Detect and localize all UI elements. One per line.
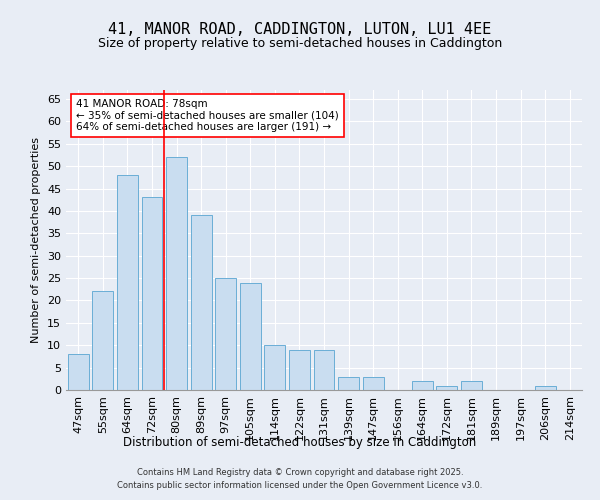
Bar bbox=[92, 292, 113, 390]
Y-axis label: Number of semi-detached properties: Number of semi-detached properties bbox=[31, 137, 41, 343]
Bar bbox=[240, 282, 261, 390]
Bar bbox=[68, 354, 89, 390]
Bar bbox=[265, 345, 286, 390]
Text: Contains HM Land Registry data © Crown copyright and database right 2025.: Contains HM Land Registry data © Crown c… bbox=[137, 468, 463, 477]
Text: 41, MANOR ROAD, CADDINGTON, LUTON, LU1 4EE: 41, MANOR ROAD, CADDINGTON, LUTON, LU1 4… bbox=[109, 22, 491, 38]
Bar bbox=[338, 376, 359, 390]
Bar bbox=[461, 381, 482, 390]
Text: 41 MANOR ROAD: 78sqm
← 35% of semi-detached houses are smaller (104)
64% of semi: 41 MANOR ROAD: 78sqm ← 35% of semi-detac… bbox=[76, 99, 339, 132]
Bar bbox=[191, 216, 212, 390]
Bar bbox=[314, 350, 334, 390]
Bar bbox=[142, 198, 163, 390]
Bar bbox=[535, 386, 556, 390]
Text: Distribution of semi-detached houses by size in Caddington: Distribution of semi-detached houses by … bbox=[124, 436, 476, 449]
Bar bbox=[215, 278, 236, 390]
Bar bbox=[362, 376, 383, 390]
Text: Size of property relative to semi-detached houses in Caddington: Size of property relative to semi-detach… bbox=[98, 38, 502, 51]
Bar bbox=[166, 157, 187, 390]
Bar bbox=[289, 350, 310, 390]
Bar bbox=[436, 386, 457, 390]
Text: Contains public sector information licensed under the Open Government Licence v3: Contains public sector information licen… bbox=[118, 480, 482, 490]
Bar bbox=[412, 381, 433, 390]
Bar bbox=[117, 175, 138, 390]
